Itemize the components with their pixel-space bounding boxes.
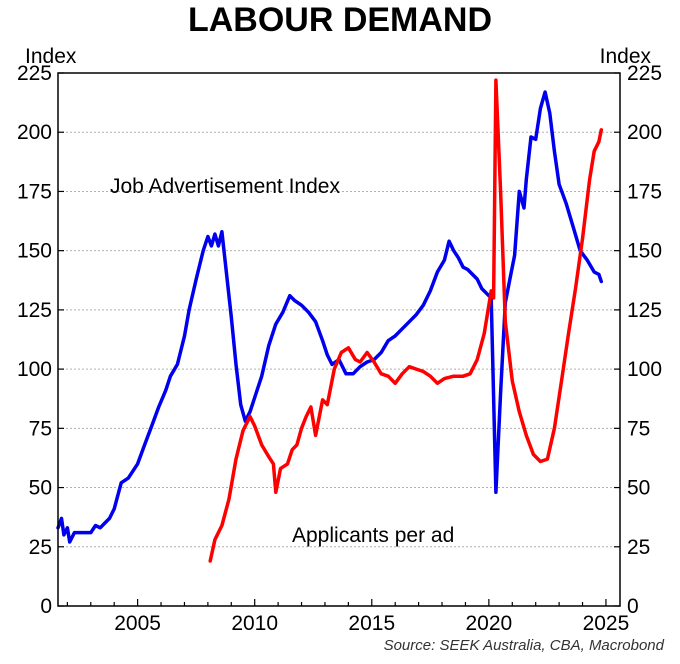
y-tick-label-right-150: 150 — [627, 240, 662, 263]
series-label-job-ads: Job Advertisement Index — [110, 175, 340, 198]
applicants-per-ad-line — [208, 78, 604, 563]
y-tick-label-right-200: 200 — [627, 121, 662, 144]
y-tick-label-right-125: 125 — [627, 299, 662, 322]
y-tick-label-left-175: 175 — [17, 180, 52, 203]
y-tick-label-left-225: 225 — [17, 62, 52, 85]
y-tick-label-left-125: 125 — [17, 299, 52, 322]
series-label-applicants: Applicants per ad — [292, 524, 454, 547]
y-tick-label-left-0: 0 — [40, 595, 52, 618]
y-tick-label-right-175: 175 — [627, 180, 662, 203]
plot-frame — [57, 72, 621, 607]
y-tick-label-right-100: 100 — [627, 358, 662, 381]
y-tick-label-left-25: 25 — [29, 536, 52, 559]
y-tick-label-left-200: 200 — [17, 121, 52, 144]
chart-title: LABOUR DEMAND — [188, 1, 492, 39]
x-tick-label-2010: 2010 — [231, 612, 278, 635]
y-tick-label-left-50: 50 — [29, 477, 52, 500]
y-tick-label-left-150: 150 — [17, 240, 52, 263]
job-advertisement-index-line — [56, 90, 604, 544]
x-tick-label-2020: 2020 — [466, 612, 513, 635]
y-tick-label-right-25: 25 — [627, 536, 650, 559]
y-tick-label-right-225: 225 — [627, 62, 662, 85]
y-tick-label-left-75: 75 — [29, 417, 52, 440]
y-tick-label-right-75: 75 — [627, 417, 650, 440]
y-tick-label-right-0: 0 — [627, 595, 639, 618]
gridlines — [58, 72, 620, 548]
x-tick-label-2015: 2015 — [348, 612, 395, 635]
x-tick-label-2005: 2005 — [114, 612, 161, 635]
axis-ticks: 0 0 25 25 50 50 75 75 100 100 125 125 150 150 175 175 20… — [17, 62, 662, 635]
y-tick-label-left-100: 100 — [17, 358, 52, 381]
x-tick-label-2025: 2025 — [583, 612, 630, 635]
source-note: Source: SEEK Australia, CBA, Macrobond — [384, 637, 665, 654]
series-lines — [56, 78, 604, 563]
left-axis-label: Index — [25, 45, 77, 68]
y-tick-label-right-50: 50 — [627, 477, 650, 500]
right-axis-label: Index — [600, 45, 652, 68]
